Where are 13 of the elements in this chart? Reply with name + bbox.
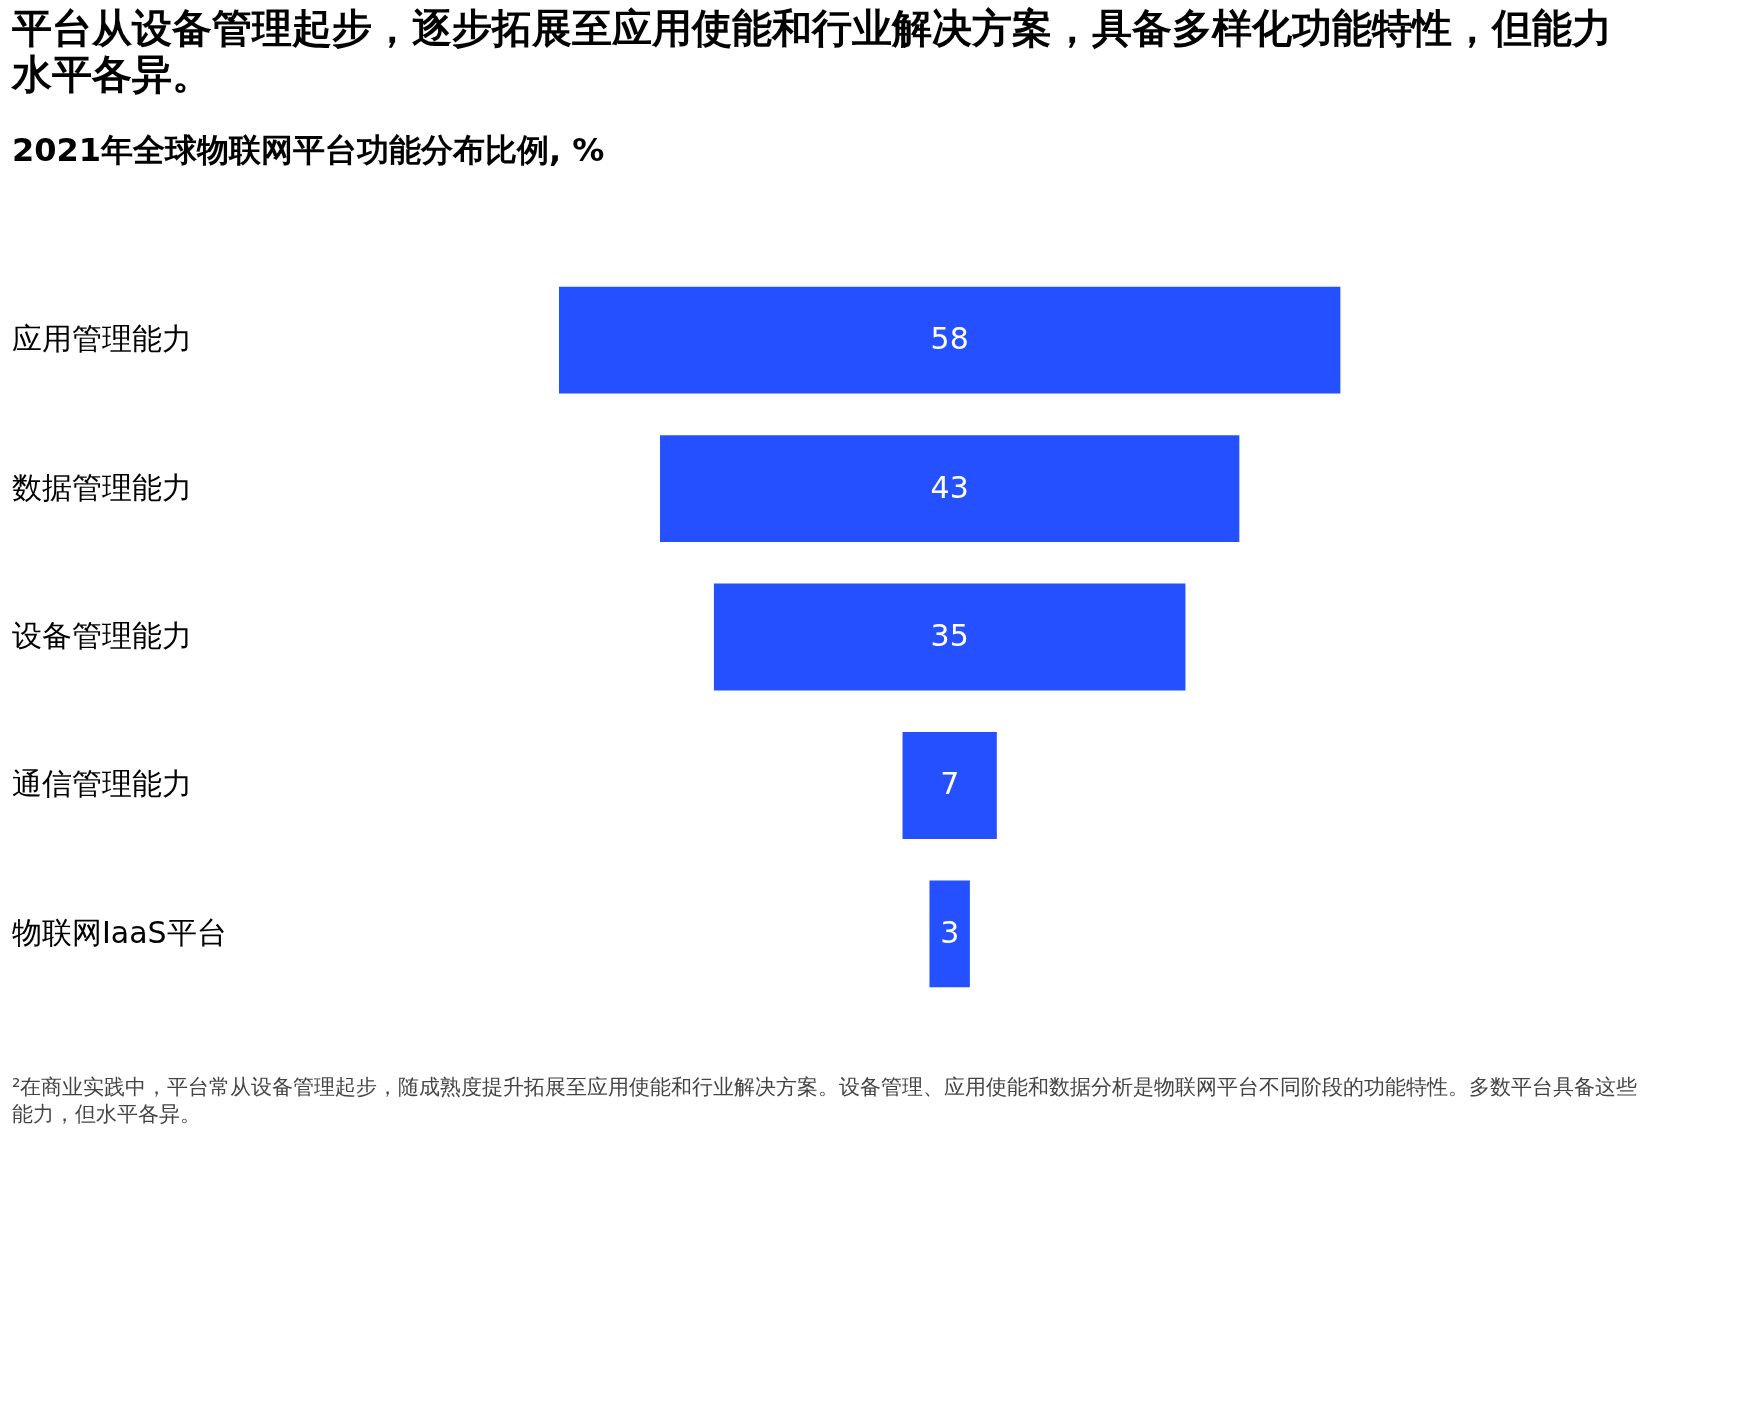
text: 2021年全球物联网平台功能分布比例, % <box>12 131 605 169</box>
category-label: 通信管理能力 <box>12 766 192 802</box>
category-label: 设备管理能力 <box>12 618 192 653</box>
category-label: 应用管理能力 <box>12 321 192 357</box>
text: ²在商业实践中，平台常从设备管理起步，随成熟度提升拓展至应用使能和行业解决方案。设备管理、应用使能和数据分析是物联网平台不同阶段的功能特性。多数平台具备这些能力，但水平各异。 <box>12 1075 1638 1126</box>
text: 平台从设备管理起步，逐步拓展至应用使能和行业解决方案，具备多样化功能特性，但能力水平各异。 <box>10 5 1612 97</box>
data-label: 58 <box>930 321 969 357</box>
category-label: 物联网IaaS平台 <box>12 914 227 950</box>
data-label: 43 <box>930 469 969 505</box>
category-label: 数据管理能力 <box>12 469 192 505</box>
data-label: 7 <box>940 766 960 802</box>
data-label: 35 <box>930 618 969 653</box>
data-label: 3 <box>940 914 960 950</box>
